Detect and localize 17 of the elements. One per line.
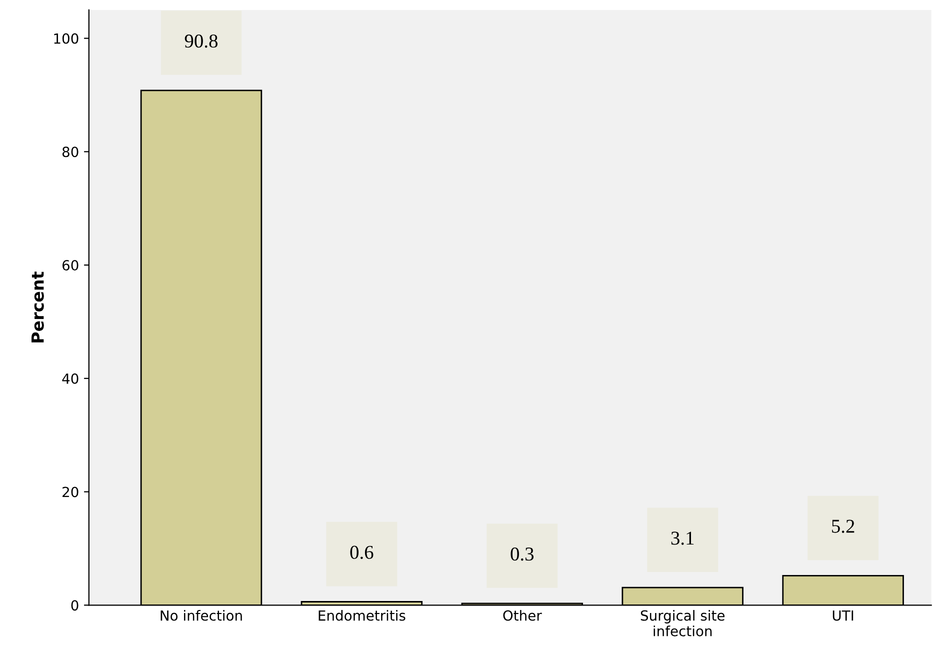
- x-tick-label: Surgical site infection: [640, 610, 725, 636]
- data-label: 90.8: [184, 34, 218, 48]
- data-label: 5.2: [832, 520, 854, 533]
- x-tick-label: No infection: [160, 610, 242, 621]
- y-tick-label: 0: [71, 600, 78, 611]
- y-tick-label: 80: [62, 146, 78, 158]
- y-tick-label: 100: [54, 33, 78, 44]
- x-tick-label: Other: [503, 610, 542, 621]
- data-label: 0.6: [350, 546, 374, 559]
- x-tick-label: UTI: [832, 610, 854, 621]
- data-label: 3.1: [671, 532, 694, 545]
- y-tick-label: 40: [62, 373, 78, 384]
- y-axis-title: Percent: [32, 272, 44, 342]
- y-tick-label: 60: [62, 260, 78, 271]
- data-label: 0.3: [510, 547, 534, 561]
- y-tick-label: 20: [62, 486, 78, 498]
- x-tick-label: Endometritis: [318, 610, 406, 621]
